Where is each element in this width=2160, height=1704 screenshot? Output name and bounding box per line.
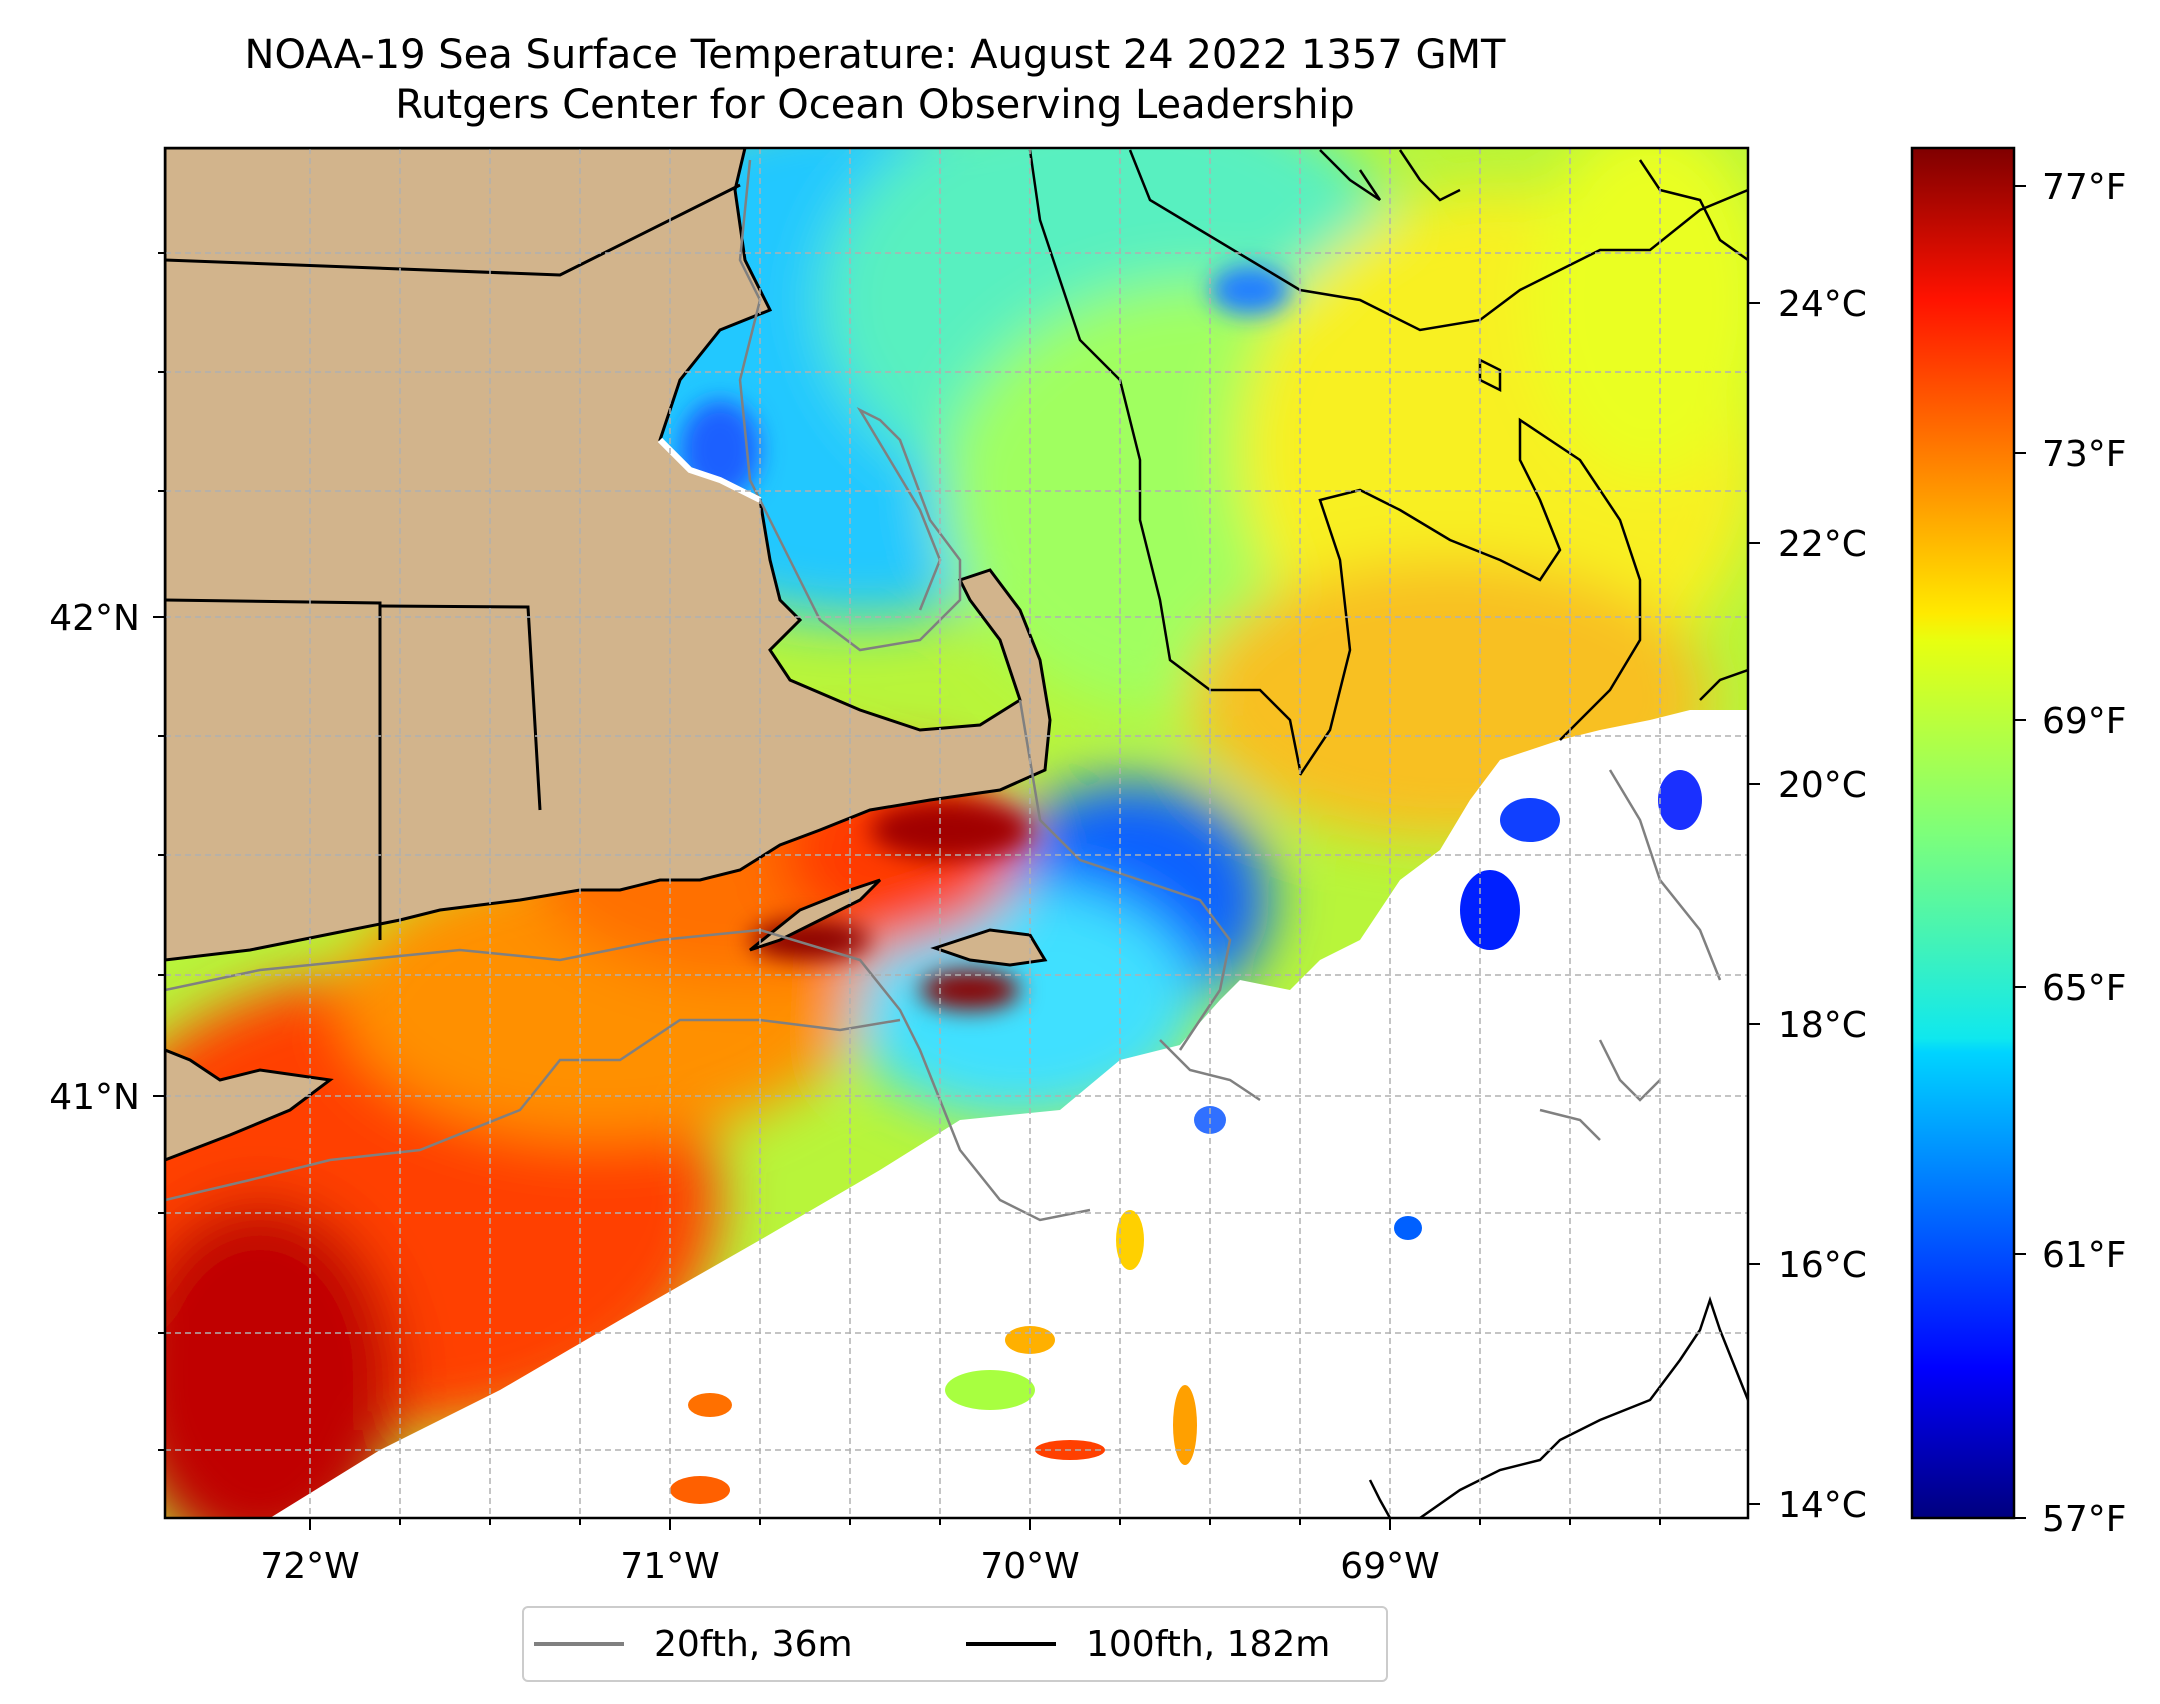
legend-label: 100fth, 182m — [1086, 1623, 1331, 1665]
fahrenheit-axis — [2014, 185, 2026, 1519]
celsius-tick-label: 20°C — [1778, 765, 1867, 806]
fahrenheit-tick-label: 65°F — [2042, 968, 2127, 1009]
celsius-tick-label: 16°C — [1778, 1245, 1867, 1286]
y-axis — [153, 252, 165, 1451]
map-subtitle: Rutgers Center for Ocean Observing Leade… — [395, 82, 1355, 128]
data-patch — [1394, 1216, 1422, 1240]
fahrenheit-tick-label: 57°F — [2042, 1499, 2127, 1540]
isobath-legend: 20fth, 36m 100fth, 182m — [522, 1606, 1388, 1682]
y-tick-label: 42°N — [49, 598, 140, 639]
celsius-tick-label: 22°C — [1778, 524, 1867, 565]
hot-spot — [870, 800, 1030, 860]
data-patch — [1116, 1210, 1144, 1270]
cold-spot — [1210, 265, 1290, 315]
data-patch — [1173, 1385, 1197, 1465]
colorbar — [1910, 146, 2016, 1520]
hot-spot — [920, 970, 1020, 1010]
sst-map — [165, 148, 1748, 1518]
land-marthas-vineyard — [749, 878, 882, 952]
legend-item-100fth: 100fth, 182m — [966, 1608, 1330, 1680]
land-long-island — [165, 1048, 334, 1162]
data-patch — [1658, 770, 1702, 830]
legend-item-20fth: 20fth, 36m — [534, 1608, 853, 1680]
no-data-region — [1600, 740, 1748, 960]
fahrenheit-tick-label: 77°F — [2042, 167, 2127, 208]
y-tick-label: 41°N — [49, 1077, 140, 1118]
data-patch — [670, 1476, 730, 1504]
land-nantucket — [930, 928, 1048, 967]
data-patch — [945, 1370, 1035, 1410]
fahrenheit-tick-label: 69°F — [2042, 701, 2127, 742]
isobath-100fth — [1028, 149, 1748, 1518]
map-grid — [165, 148, 1748, 1518]
data-patch — [1500, 798, 1560, 842]
map-title: NOAA-19 Sea Surface Temperature: August … — [244, 32, 1506, 78]
coast-no-data-halo — [657, 437, 762, 503]
data-patch — [688, 1393, 732, 1417]
x-tick-label: 69°W — [1340, 1546, 1439, 1587]
celsius-axis — [1748, 302, 1760, 1505]
state-borders — [165, 183, 741, 940]
map-frame — [163, 146, 1750, 1520]
fahrenheit-tick-label: 73°F — [2042, 434, 2127, 475]
data-patch — [1460, 870, 1520, 950]
x-tick-label: 70°W — [980, 1546, 1079, 1587]
legend-line-black — [966, 1642, 1056, 1646]
fahrenheit-tick-label: 61°F — [2042, 1235, 2127, 1276]
celsius-tick-label: 24°C — [1778, 284, 1867, 325]
x-tick-label: 71°W — [620, 1546, 719, 1587]
x-axis — [309, 1518, 1661, 1530]
no-data-region — [270, 710, 1748, 1518]
legend-line-gray — [534, 1642, 624, 1646]
celsius-tick-label: 18°C — [1778, 1005, 1867, 1046]
celsius-tick-label: 14°C — [1778, 1485, 1867, 1526]
legend-label: 20fth, 36m — [654, 1623, 853, 1665]
x-tick-label: 72°W — [260, 1546, 359, 1587]
